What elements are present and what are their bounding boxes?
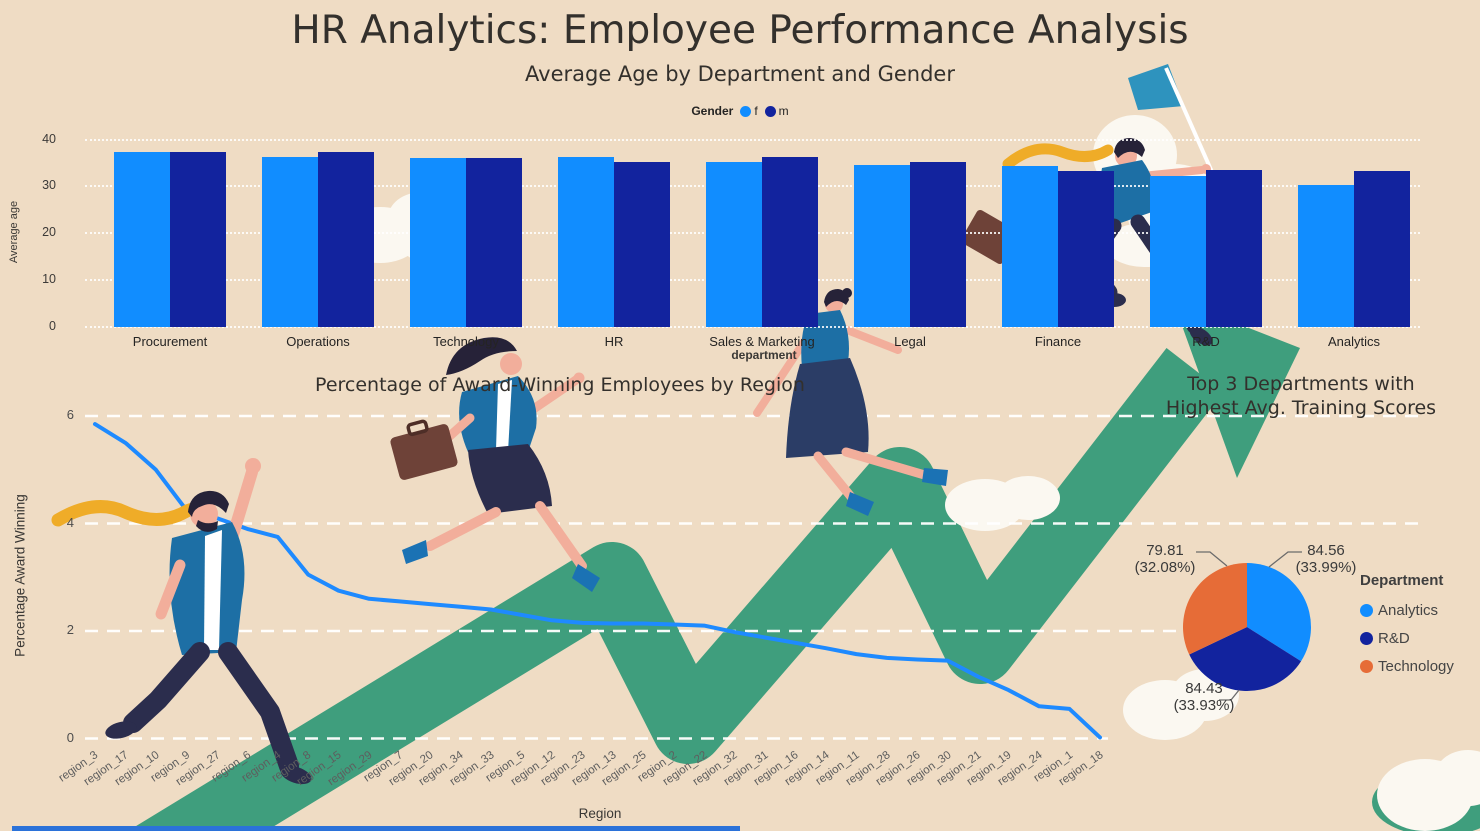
bar-y-tick-label: 40	[42, 131, 56, 146]
legend-item-female[interactable]: f	[740, 104, 758, 118]
gender-legend-title: Gender	[691, 104, 734, 118]
bar-category-label: Sales & Marketing	[709, 334, 815, 349]
pie-legend-item-technology[interactable]: Technology	[1360, 652, 1454, 680]
pie-legend: Department Analytics R&D Technology	[1360, 572, 1454, 680]
bar-hr-m[interactable]	[614, 162, 670, 327]
bar-chart-y-axis-title: Average age	[8, 200, 20, 264]
bar-legal-m[interactable]	[910, 161, 966, 327]
bar-finance-f[interactable]	[1002, 166, 1058, 327]
legend-label-male: m	[778, 104, 789, 118]
callout-percent: (32.08%)	[1134, 559, 1196, 576]
illustration-runner-man	[51, 458, 312, 785]
page-title: HR Analytics: Employee Performance Analy…	[291, 8, 1189, 53]
bar-analytics-f[interactable]	[1298, 185, 1354, 327]
line-y-tick-label: 0	[66, 729, 74, 745]
bar-sales-marketing-f[interactable]	[706, 161, 762, 327]
line-y-tick-label: 2	[66, 622, 74, 637]
line-y-tick-label: 4	[66, 514, 74, 530]
flag-pole	[1164, 67, 1214, 173]
pie-chart-title: Top 3 Departments with Highest Avg. Trai…	[1130, 372, 1472, 420]
pie-title-line1: Top 3 Departments with	[1187, 373, 1415, 395]
ground-strip	[12, 826, 740, 831]
line-chart-x-axis-title: Region	[578, 806, 622, 821]
pie-callout-rnd: 84.43 (33.93%)	[1162, 680, 1246, 714]
award-percentage-line[interactable]	[93, 422, 1102, 740]
pie-legend-title: Department	[1360, 572, 1444, 589]
bar-r-d-m[interactable]	[1206, 170, 1262, 327]
bar-chart-x-axis-title: department	[731, 348, 797, 362]
bar-category-label: HR	[604, 334, 624, 349]
bar-y-tick-label: 30	[42, 178, 56, 193]
yellow-scarf	[1002, 143, 1114, 170]
bar-procurement-f[interactable]	[114, 151, 170, 327]
bar-procurement-m[interactable]	[170, 151, 226, 327]
line-y-tick-label: 6	[66, 407, 74, 422]
hair	[446, 337, 517, 375]
bar-chart-title: Average Age by Department and Gender	[525, 62, 955, 86]
line-chart-y-axis-title: Percentage Award Winning	[12, 494, 28, 657]
cloud-icon	[1377, 750, 1480, 831]
pie-slice-analytics[interactable]	[1247, 563, 1312, 662]
bar-technology-m[interactable]	[466, 157, 522, 327]
callout-percent: (33.99%)	[1295, 559, 1357, 576]
pie-legend-item-rnd[interactable]: R&D	[1360, 624, 1454, 652]
bar-category-label: Procurement	[132, 334, 208, 349]
bar-hr-f[interactable]	[558, 156, 614, 327]
pie-callout-lines	[1196, 551, 1302, 701]
pie-legend-label: Technology	[1378, 657, 1454, 675]
bar-gridline	[85, 138, 1420, 141]
bar-sales-marketing-m[interactable]	[762, 156, 818, 327]
bar-category-label: Technology	[433, 334, 499, 349]
pie-chart	[1183, 551, 1312, 701]
legend-label-female: f	[754, 104, 758, 118]
callout-value: 84.43	[1185, 680, 1223, 697]
bar-y-tick-label: 10	[42, 272, 56, 287]
briefcase-icon	[390, 419, 458, 480]
technology-legend-dot-icon	[1360, 659, 1373, 673]
pie-legend-label: Analytics	[1378, 601, 1439, 619]
callout-value: 84.56	[1307, 542, 1345, 559]
bar-y-tick-label: 0	[49, 319, 56, 333]
bar-operations-m[interactable]	[318, 152, 374, 327]
line-chart-title: Percentage of Award-Winning Employees by…	[315, 374, 805, 396]
rnd-legend-dot-icon	[1360, 631, 1373, 645]
pie-legend-item-analytics[interactable]: Analytics	[1360, 596, 1454, 624]
bar-category-label: Operations	[286, 334, 350, 349]
bar-finance-m[interactable]	[1058, 170, 1114, 327]
pie-title-line2: Highest Avg. Training Scores	[1165, 397, 1437, 419]
bar-category-label: Legal	[894, 334, 926, 349]
pie-slice-technology[interactable]	[1183, 563, 1247, 655]
cloud-icon	[945, 476, 1060, 531]
bar-category-label: Finance	[1034, 334, 1082, 349]
pie-slice-r-d[interactable]	[1189, 627, 1302, 692]
bar-r-d-f[interactable]	[1150, 176, 1206, 327]
legend-item-male[interactable]: m	[764, 104, 789, 118]
gender-legend: Gender f m	[0, 104, 1480, 118]
bar-technology-f[interactable]	[410, 157, 466, 327]
bar-y-tick-label: 20	[42, 225, 56, 240]
male-legend-dot-icon	[764, 105, 776, 117]
analytics-legend-dot-icon	[1360, 603, 1373, 617]
bar-legal-f[interactable]	[854, 165, 910, 327]
bar-analytics-m[interactable]	[1354, 170, 1410, 327]
callout-value: 79.81	[1146, 542, 1184, 559]
bar-category-label: Analytics	[1327, 334, 1381, 349]
bar-category-label: R&D	[1192, 334, 1220, 349]
pie-legend-label: R&D	[1378, 629, 1410, 647]
bar-operations-f[interactable]	[262, 156, 318, 327]
pie-callout-analytics: 84.56 (33.99%)	[1286, 542, 1366, 576]
pie-callout-technology: 79.81 (32.08%)	[1124, 542, 1206, 576]
bar-gridline	[85, 326, 1420, 328]
illustration-briefcase-woman	[390, 337, 600, 592]
callout-percent: (33.93%)	[1173, 697, 1235, 714]
female-legend-dot-icon	[740, 105, 752, 117]
